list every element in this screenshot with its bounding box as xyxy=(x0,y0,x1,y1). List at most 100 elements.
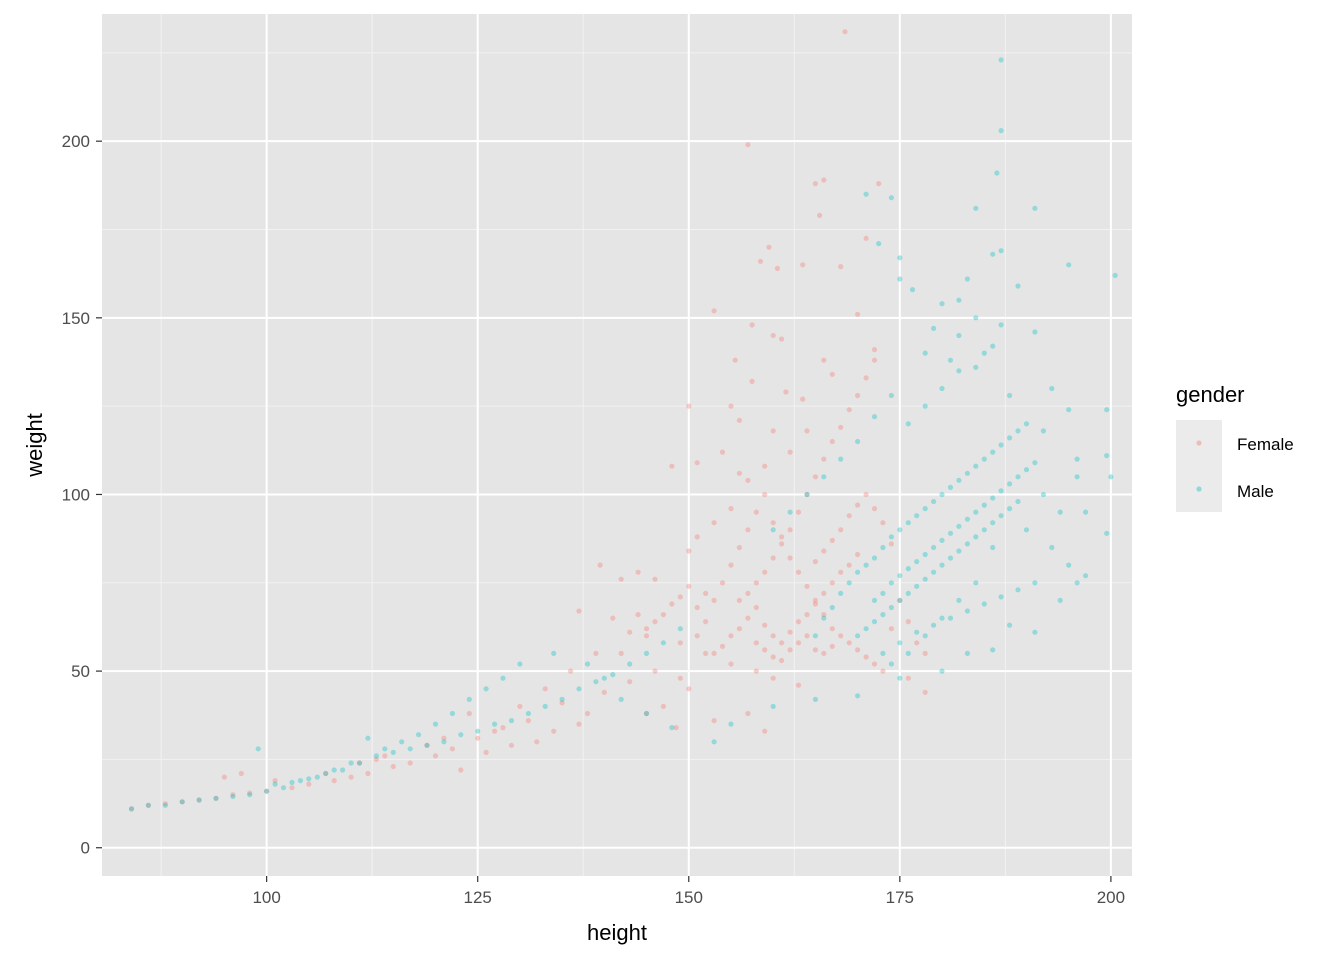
x-tick-label: 150 xyxy=(675,888,703,907)
point-female xyxy=(736,597,743,604)
point-female xyxy=(779,640,785,646)
point-female xyxy=(458,767,464,773)
point-female xyxy=(787,449,793,455)
point-male xyxy=(542,703,548,710)
point-female xyxy=(821,177,827,183)
point-female xyxy=(922,689,928,695)
point-female xyxy=(736,626,743,632)
point-male xyxy=(483,686,489,692)
point-male xyxy=(551,650,557,657)
point-female xyxy=(829,580,835,586)
point-female xyxy=(787,527,793,533)
point-male xyxy=(821,615,827,621)
point-female xyxy=(643,626,650,632)
point-female xyxy=(779,541,785,547)
point-female xyxy=(871,357,878,363)
legend-swatch-male xyxy=(1196,486,1202,492)
point-male xyxy=(973,534,979,540)
point-male xyxy=(888,195,895,201)
point-female xyxy=(804,612,810,618)
legend-swatch-female xyxy=(1196,440,1202,446)
point-male xyxy=(871,619,878,625)
point-female xyxy=(728,403,734,409)
point-male xyxy=(255,746,261,752)
point-male xyxy=(922,633,928,639)
point-male xyxy=(973,364,979,370)
point-female xyxy=(876,181,882,187)
point-female xyxy=(542,686,548,692)
point-female xyxy=(703,590,709,597)
point-male xyxy=(964,516,971,522)
point-female xyxy=(821,612,827,618)
point-female xyxy=(812,474,819,480)
point-female xyxy=(821,548,827,554)
point-female xyxy=(525,718,532,724)
point-male xyxy=(280,785,287,791)
point-female xyxy=(711,520,717,526)
point-female xyxy=(736,417,743,423)
point-female xyxy=(736,470,743,476)
point-male xyxy=(981,527,987,533)
point-female xyxy=(652,668,658,674)
point-male xyxy=(1032,460,1038,466)
point-female xyxy=(762,622,768,628)
point-male xyxy=(956,548,962,554)
point-female xyxy=(863,654,869,660)
point-female xyxy=(880,668,886,674)
point-male xyxy=(1040,428,1046,434)
x-tick-label: 200 xyxy=(1097,888,1125,907)
point-female xyxy=(871,661,878,667)
point-male xyxy=(998,248,1004,254)
point-male xyxy=(880,590,886,597)
point-male xyxy=(931,622,937,628)
point-male xyxy=(382,746,388,752)
point-male xyxy=(213,795,219,801)
point-female xyxy=(821,456,827,462)
point-female xyxy=(264,788,270,794)
point-female xyxy=(888,541,895,547)
point-female xyxy=(517,703,523,710)
point-female xyxy=(618,576,624,582)
point-male xyxy=(1104,453,1110,459)
legend-key-male xyxy=(1176,466,1222,512)
point-male xyxy=(905,650,911,657)
point-female xyxy=(745,710,751,717)
point-male xyxy=(297,778,303,784)
point-female xyxy=(795,509,802,515)
point-female xyxy=(576,721,582,727)
point-male xyxy=(973,509,979,515)
point-male xyxy=(939,385,945,392)
point-male xyxy=(1066,407,1072,413)
point-male xyxy=(956,597,962,604)
point-female xyxy=(880,520,886,526)
point-female xyxy=(745,615,751,621)
point-male xyxy=(876,241,882,247)
legend-key-female xyxy=(1176,420,1222,466)
point-female xyxy=(795,640,802,646)
point-female xyxy=(348,774,354,780)
point-male xyxy=(897,597,903,604)
point-male xyxy=(905,590,911,597)
point-male xyxy=(888,392,895,399)
point-female xyxy=(652,619,658,625)
point-female xyxy=(838,569,844,575)
point-female xyxy=(804,583,810,589)
point-male xyxy=(1032,580,1038,586)
point-female xyxy=(711,308,717,314)
legend: gender Female Male xyxy=(1176,382,1294,512)
point-male xyxy=(964,470,971,476)
point-male xyxy=(914,583,920,589)
point-female xyxy=(749,322,755,328)
point-female xyxy=(331,778,337,784)
point-male xyxy=(939,668,945,674)
point-male xyxy=(407,746,413,752)
x-axis-ticks: 100 125 150 175 200 xyxy=(252,876,1125,907)
point-male xyxy=(145,802,151,808)
point-female xyxy=(829,537,835,544)
point-male xyxy=(990,251,996,257)
point-female xyxy=(897,597,903,604)
point-female xyxy=(652,576,658,582)
point-female xyxy=(432,753,439,759)
point-male xyxy=(990,647,996,653)
